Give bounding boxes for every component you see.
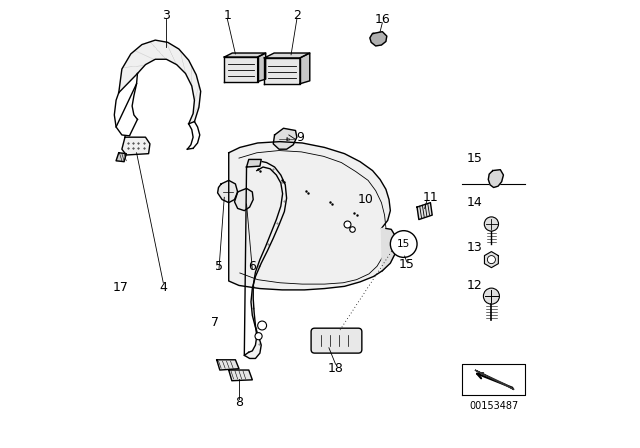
Polygon shape <box>488 170 504 188</box>
Polygon shape <box>224 57 258 82</box>
Text: ib: ib <box>285 137 291 142</box>
Text: 8: 8 <box>235 396 243 409</box>
Text: 13: 13 <box>467 241 483 254</box>
Text: 1: 1 <box>223 9 231 22</box>
Text: 4: 4 <box>159 281 167 294</box>
Text: 5: 5 <box>215 260 223 273</box>
Text: 00153487: 00153487 <box>469 401 518 411</box>
Text: 15: 15 <box>397 239 410 249</box>
Polygon shape <box>218 181 237 202</box>
Polygon shape <box>244 161 287 358</box>
Text: 6: 6 <box>248 260 256 273</box>
Polygon shape <box>484 252 499 267</box>
Polygon shape <box>228 142 391 290</box>
Circle shape <box>483 288 499 304</box>
Circle shape <box>488 256 495 263</box>
Polygon shape <box>122 137 150 155</box>
Polygon shape <box>228 370 252 381</box>
Circle shape <box>390 231 417 258</box>
Polygon shape <box>217 360 239 370</box>
Polygon shape <box>234 188 253 211</box>
Text: 17: 17 <box>113 281 129 294</box>
Text: 18: 18 <box>328 362 344 375</box>
Circle shape <box>484 217 499 231</box>
FancyBboxPatch shape <box>311 328 362 353</box>
Polygon shape <box>264 53 310 58</box>
Text: 15: 15 <box>467 151 483 164</box>
Polygon shape <box>246 159 261 167</box>
Circle shape <box>258 321 267 330</box>
Text: 11: 11 <box>422 191 438 204</box>
Polygon shape <box>475 370 514 390</box>
Polygon shape <box>300 53 310 84</box>
Text: 2: 2 <box>293 9 301 22</box>
Polygon shape <box>273 128 297 149</box>
Polygon shape <box>264 58 300 84</box>
Polygon shape <box>370 32 387 46</box>
Text: 12: 12 <box>467 279 483 292</box>
Text: 16: 16 <box>374 13 390 26</box>
Polygon shape <box>119 40 201 124</box>
Polygon shape <box>224 53 266 57</box>
Polygon shape <box>258 53 266 82</box>
Polygon shape <box>116 153 126 162</box>
Text: 7: 7 <box>211 316 220 329</box>
Circle shape <box>255 332 262 340</box>
Polygon shape <box>417 202 432 220</box>
Text: 9: 9 <box>296 131 304 144</box>
Text: 3: 3 <box>163 9 170 22</box>
Polygon shape <box>381 228 397 271</box>
Text: 14: 14 <box>467 196 483 209</box>
Text: 15: 15 <box>399 258 415 271</box>
Text: 10: 10 <box>358 193 373 206</box>
